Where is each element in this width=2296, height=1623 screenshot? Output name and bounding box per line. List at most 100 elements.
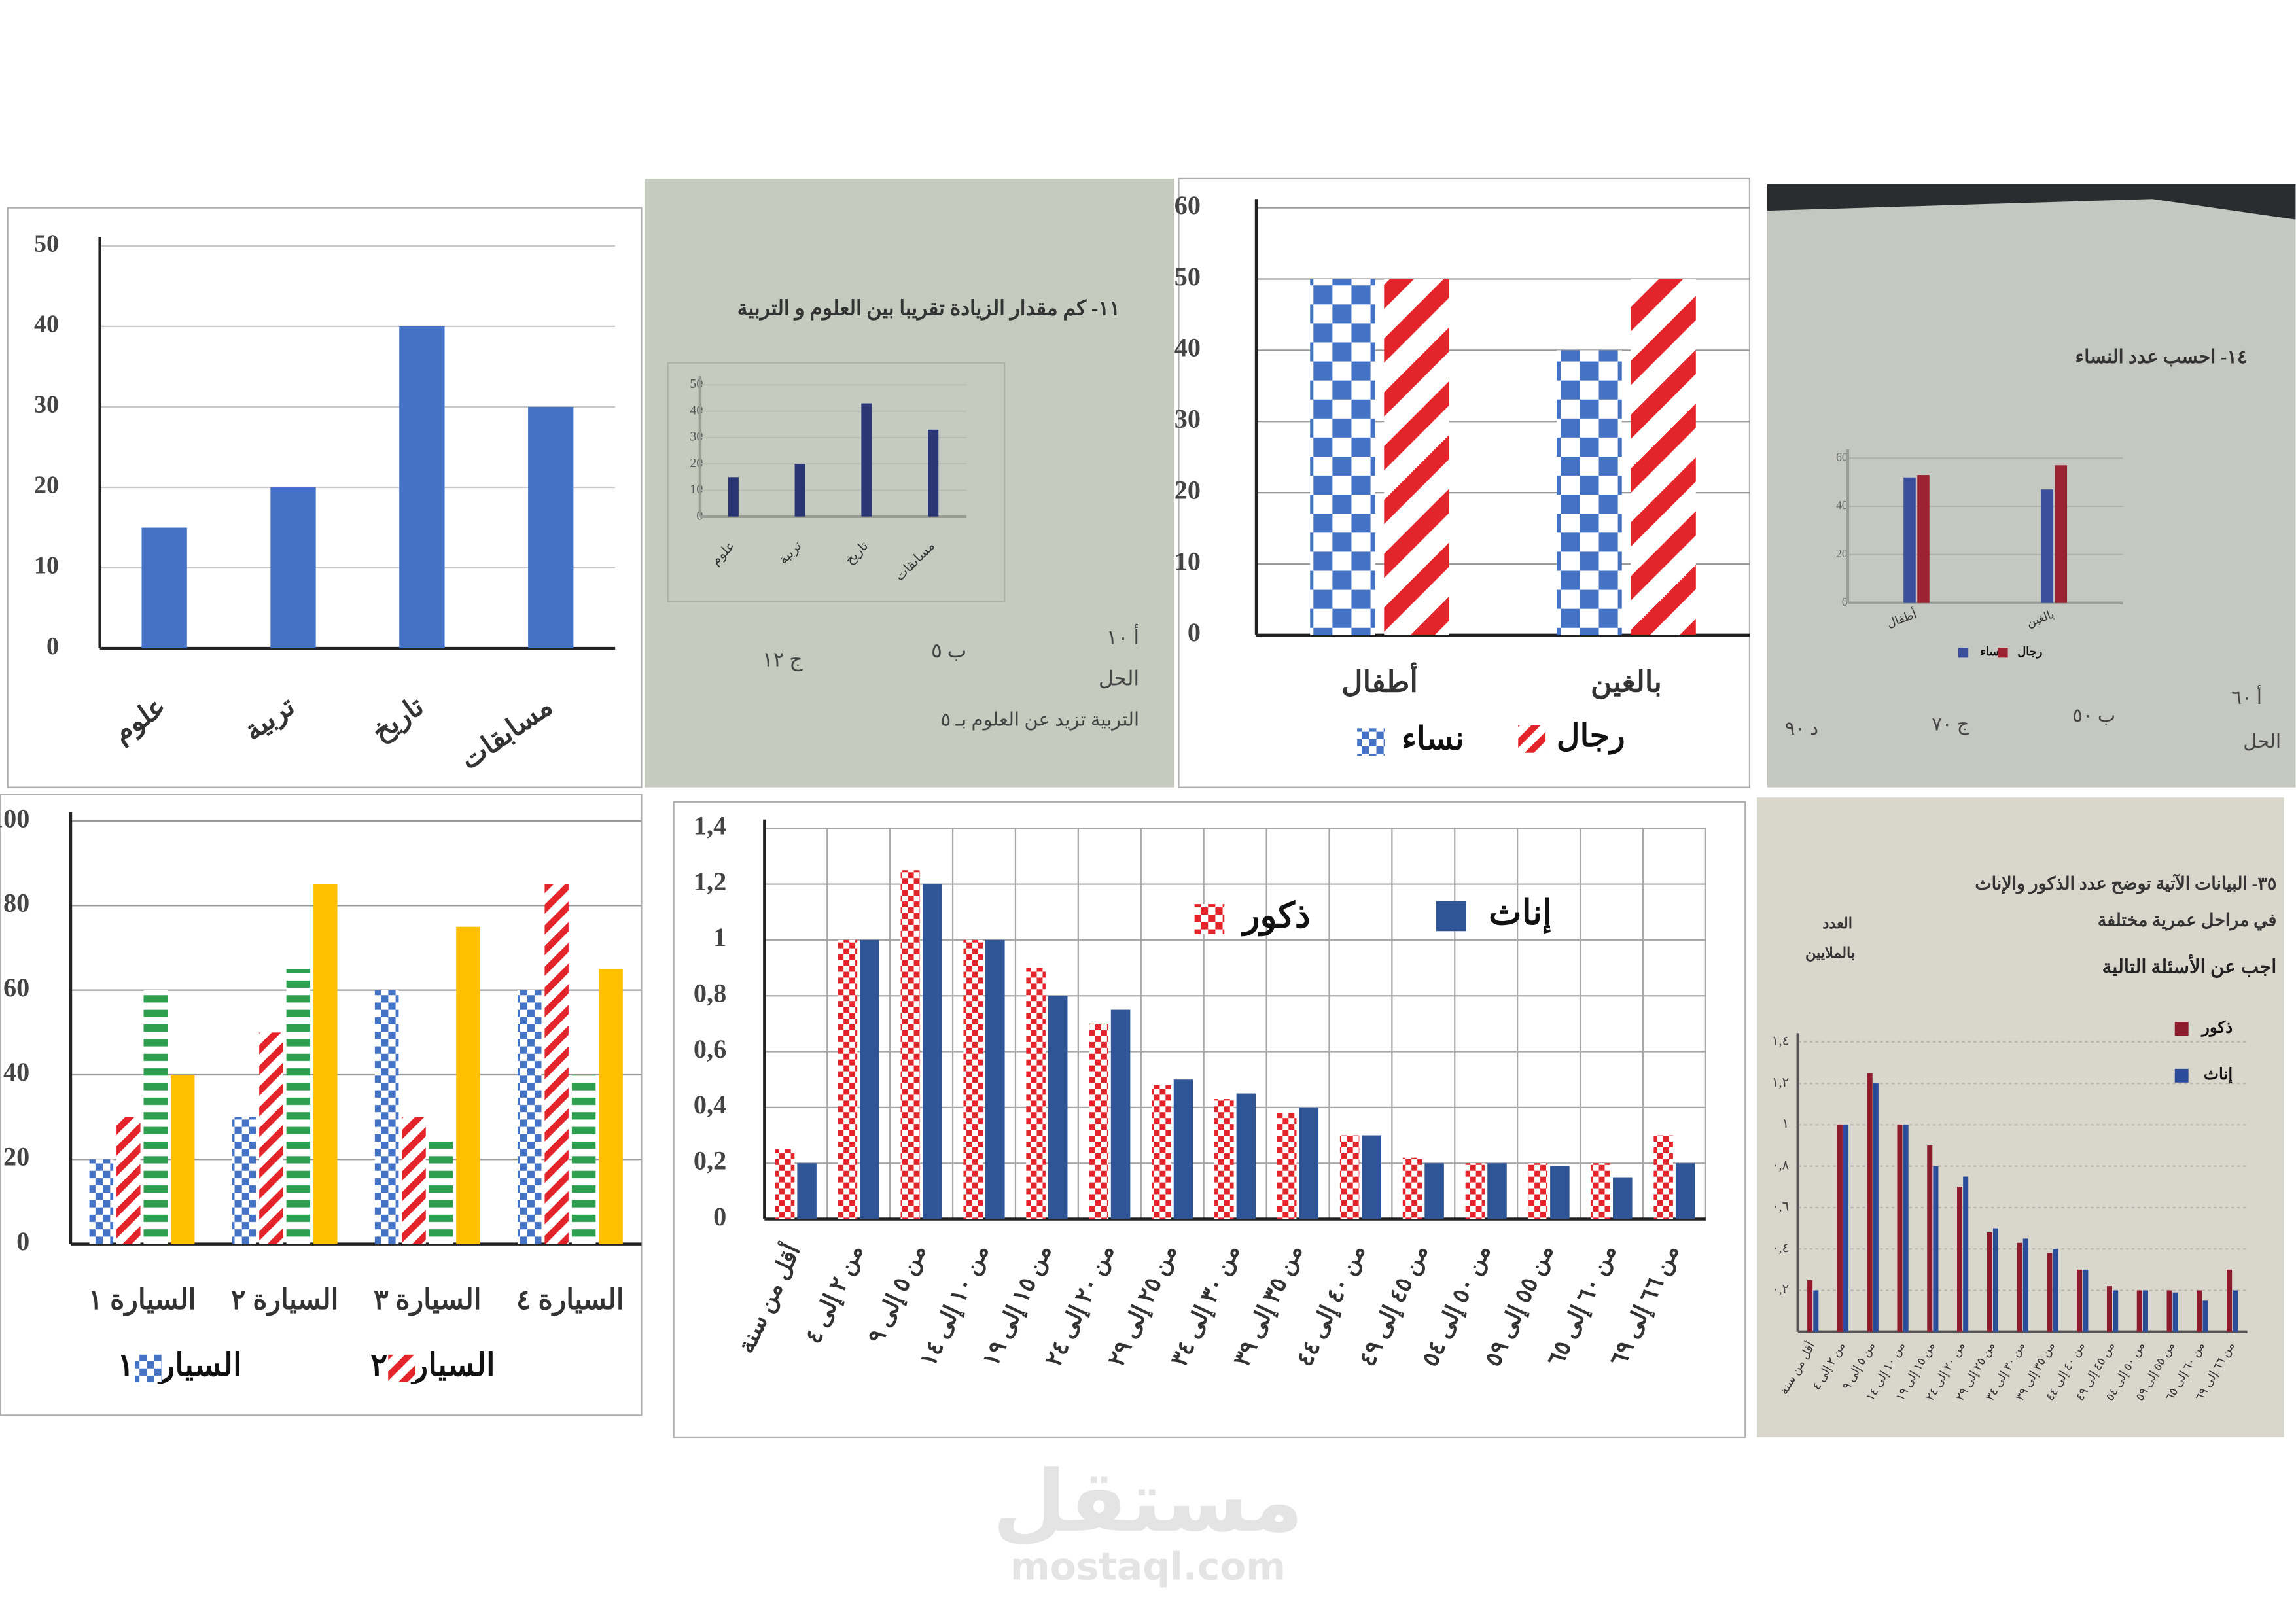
bar [1873,1083,1879,1332]
bar [794,464,805,517]
bar [2106,1286,2113,1332]
bar [1152,1085,1171,1219]
bar [1837,1125,1843,1332]
bar [259,1032,283,1244]
y-tick-label: 60 [3,973,29,1002]
bar [1402,1157,1422,1219]
bar [2077,1269,2083,1332]
y-tick-label: 40 [1836,498,1848,512]
y-tick-label: 20 [34,472,59,499]
y-axis-label: بالملايين [1805,945,1855,962]
y-tick-label: ٠,٤ [1772,1241,1790,1255]
bar [1653,1135,1673,1219]
bar [2166,1290,2172,1332]
bar [1048,996,1068,1219]
y-tick-label: 50 [1174,262,1201,291]
annotation: ب ٥٠ [2072,705,2115,726]
photo-edge [1767,184,2296,220]
bar [1110,1009,1131,1219]
legend-swatch [1194,904,1225,934]
legend-swatch [2174,1068,2189,1083]
legend-swatch [1518,725,1546,753]
bar [374,990,399,1244]
bar [517,990,542,1244]
watermark-logo: مستقل [993,1452,1303,1551]
legend-swatch [135,1354,163,1382]
bar [1299,1107,1319,1219]
y-tick-label: 0,8 [694,978,726,1007]
bar [1487,1163,1507,1219]
bar [1897,1125,1903,1332]
legend-swatch [388,1354,416,1382]
bar [402,1117,426,1244]
annotation: التربية تزيد عن العلوم بـ ٥ [941,710,1139,731]
bar [1384,279,1449,635]
y-tick-label: 0 [713,1202,726,1231]
bar [1089,1023,1108,1219]
legend-label: رجال [1557,718,1625,755]
bar [1631,279,1696,635]
bar [1807,1280,1813,1332]
y-tick-label: 0,4 [694,1090,726,1119]
legend-label: نساء [1402,721,1464,757]
bar [232,1117,256,1244]
bar [1528,1163,1548,1219]
bar [1917,475,1930,603]
y-tick-label: 60 [1174,190,1201,220]
annotation: الحل [1099,667,1139,689]
bar [2055,465,2068,603]
annotation: ب ٥ [931,639,966,662]
annotation: ج ١٢ [762,648,803,671]
y-tick-label: 1,2 [694,867,726,896]
bar [1277,1113,1297,1219]
x-tick-label: السيارة ١ [88,1285,196,1317]
bar [2047,1253,2053,1332]
legend-label: إناث [2204,1066,2233,1084]
panel [673,801,1746,1439]
annotation: د ٩٠ [1785,718,1818,739]
legend-swatch [1436,901,1466,932]
bar [528,406,574,649]
photo-panel [644,178,1174,788]
bar [2227,1269,2233,1332]
y-tick-label: 0 [16,1227,29,1256]
bar [2083,1269,2089,1332]
bar [1362,1135,1381,1219]
y-tick-label: ١,٢ [1772,1075,1790,1090]
bar [2041,489,2054,603]
photo-panel [1767,184,2296,788]
y-tick-label: 0,6 [694,1034,726,1064]
y-tick-label: 40 [1174,333,1201,362]
bar [1933,1166,1939,1332]
bar [1903,477,1916,603]
y-tick-label: 0 [46,633,59,660]
y-tick-label: 0 [1842,595,1848,608]
bar [1026,968,1046,1219]
legend-swatch [1998,648,2008,658]
y-tick-label: ١ [1782,1117,1790,1131]
y-tick-label: 1 [713,922,726,952]
y-tick-label: ٠,٨ [1772,1158,1790,1172]
legend-swatch [2174,1022,2189,1036]
y-tick-label: ٠,٦ [1772,1200,1790,1214]
bar [1310,279,1375,635]
y-tick-label: 30 [34,391,59,419]
bar [1465,1163,1485,1219]
x-tick-label: السيارة ٢ [231,1285,339,1317]
bar [900,870,921,1219]
x-tick-label: بالغين [1591,665,1662,699]
legend-label: نساء [1980,645,2003,658]
bar [116,1117,141,1244]
bar [1957,1187,1963,1332]
bar [1843,1125,1849,1332]
bar [728,477,739,517]
bar [797,1163,817,1219]
bar [1550,1166,1570,1219]
y-tick-label: 0 [1188,618,1201,647]
bar [571,1074,596,1244]
y-tick-label: 40 [3,1057,29,1087]
bar [270,487,316,649]
legend-swatch [1357,728,1385,756]
y-tick-label: ١,٤ [1772,1034,1790,1048]
